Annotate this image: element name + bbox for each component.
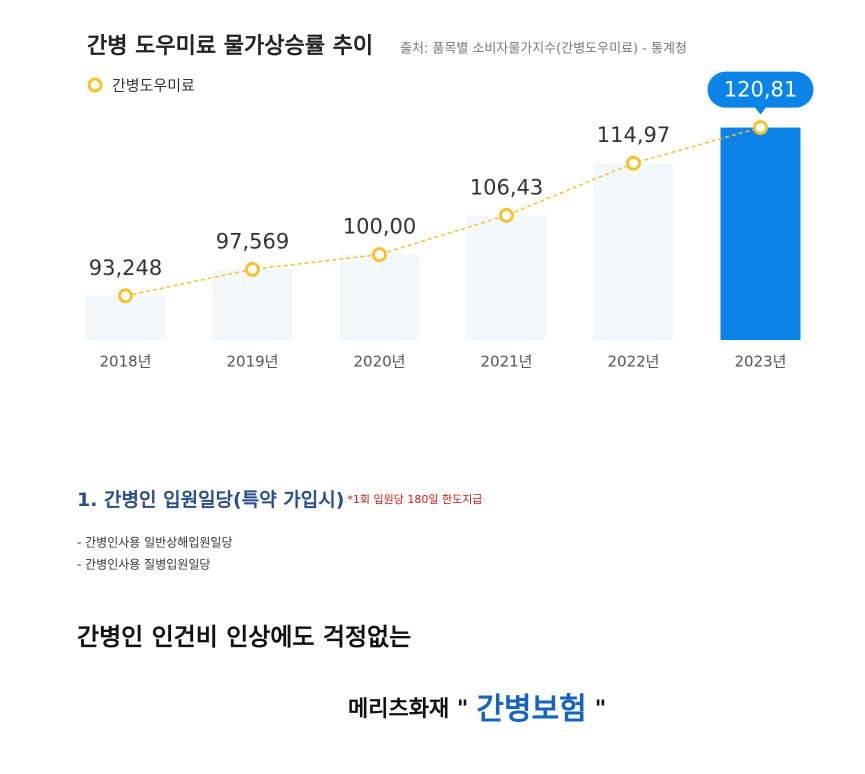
plot: 2018년 2019년 2020년 2021년 2022년 2023년 93,248 97,5…: [85, 71, 814, 371]
line: [125, 126, 761, 297]
bar: [339, 254, 420, 340]
label-pointer: [754, 106, 767, 115]
x-tick-label: 2018년: [100, 353, 152, 371]
bar: [466, 215, 547, 340]
bar: [720, 127, 801, 341]
x-tick-label: 2022년: [608, 353, 660, 371]
section-heading: 1. 간병인 입원일당(특약 가입시) *1회 입원당 180일 한도지급: [77, 489, 483, 511]
point: [372, 247, 387, 263]
x-tick-label: 2019년: [227, 353, 279, 371]
bar: [212, 269, 293, 340]
value-label: 120,81: [724, 78, 797, 102]
chart-title: 간병 도우미료 물가상승률 추이: [87, 34, 373, 59]
list-item: - 간병인사용 일반상해입원일당: [77, 536, 232, 550]
point: [753, 120, 768, 136]
tagline-product: 간병보험: [476, 692, 586, 727]
value-label: 100,00: [343, 215, 416, 239]
value-label: 93,248: [89, 256, 162, 280]
tagline-suffix: ": [595, 697, 606, 722]
point: [118, 288, 133, 304]
label-bubble: [707, 71, 814, 108]
point: [626, 155, 641, 171]
legend-label: 간병도우미료: [112, 77, 195, 95]
tagline: 간병인 인건비 인상에도 걱정없는: [77, 623, 411, 651]
value-label: 97,569: [216, 229, 289, 253]
value-label: 106,43: [470, 175, 543, 199]
legend-marker: [87, 77, 103, 93]
x-tick-label: 2021년: [481, 353, 533, 371]
point: [245, 261, 260, 277]
heading-text: 1. 간병인 입원일당(특약 가입시): [77, 489, 344, 511]
value-label: 114,97: [597, 123, 670, 147]
list-item: - 간병인사용 질병입원일당: [77, 558, 210, 572]
x-tick-label: 2023년: [735, 353, 787, 371]
tagline-2: 메리츠화재 " 간병보험 ": [348, 692, 606, 727]
bar: [593, 163, 674, 340]
tagline-prefix: 메리츠화재 ": [348, 697, 468, 722]
chart-subtitle: 출처: 품목별 소비자물가지수(간병도우미료) - 통계청: [400, 42, 687, 57]
heading-note: *1회 입원당 180일 한도지급: [347, 492, 482, 506]
point: [499, 207, 514, 223]
x-tick-label: 2020년: [354, 353, 406, 371]
